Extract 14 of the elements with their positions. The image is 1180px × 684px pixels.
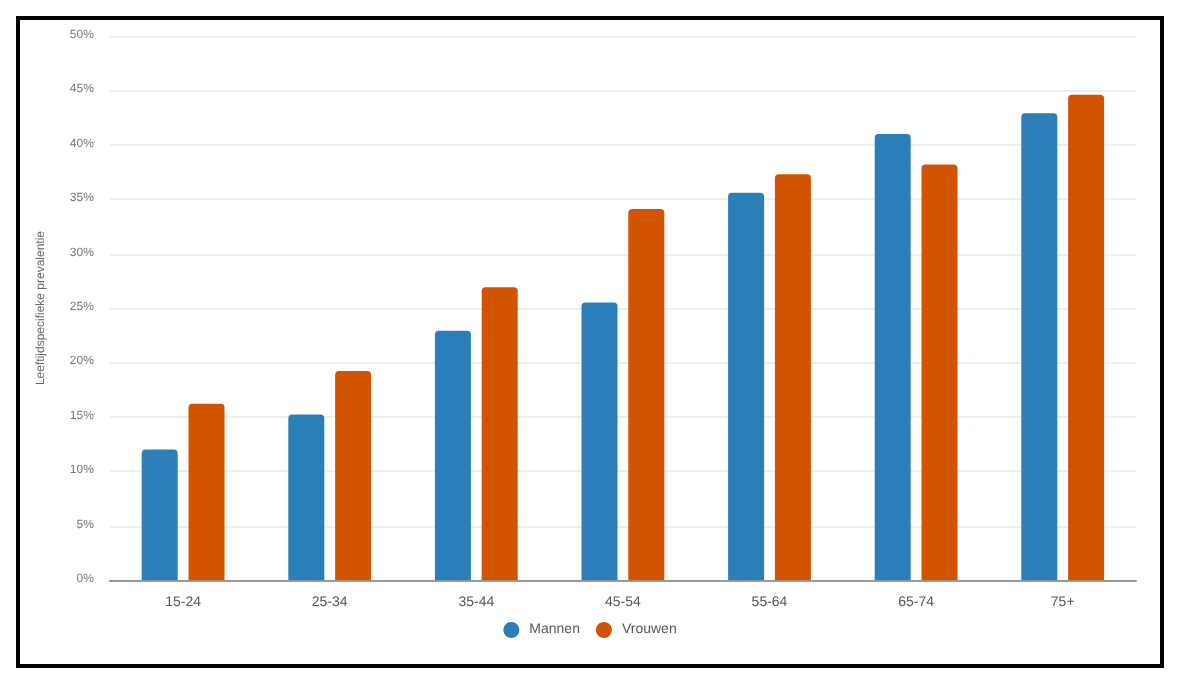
bar: [581, 302, 618, 580]
bar: [288, 414, 325, 580]
bar: [774, 174, 811, 580]
bar: [141, 449, 178, 580]
bar: [628, 208, 665, 580]
bar: [728, 192, 765, 580]
bar: [481, 287, 518, 580]
bar: [434, 330, 471, 580]
bar: [335, 371, 372, 580]
bar: [874, 133, 911, 580]
bar: [1021, 113, 1058, 580]
bar: [1068, 94, 1105, 580]
bar: [921, 164, 958, 580]
bar: [188, 403, 225, 580]
